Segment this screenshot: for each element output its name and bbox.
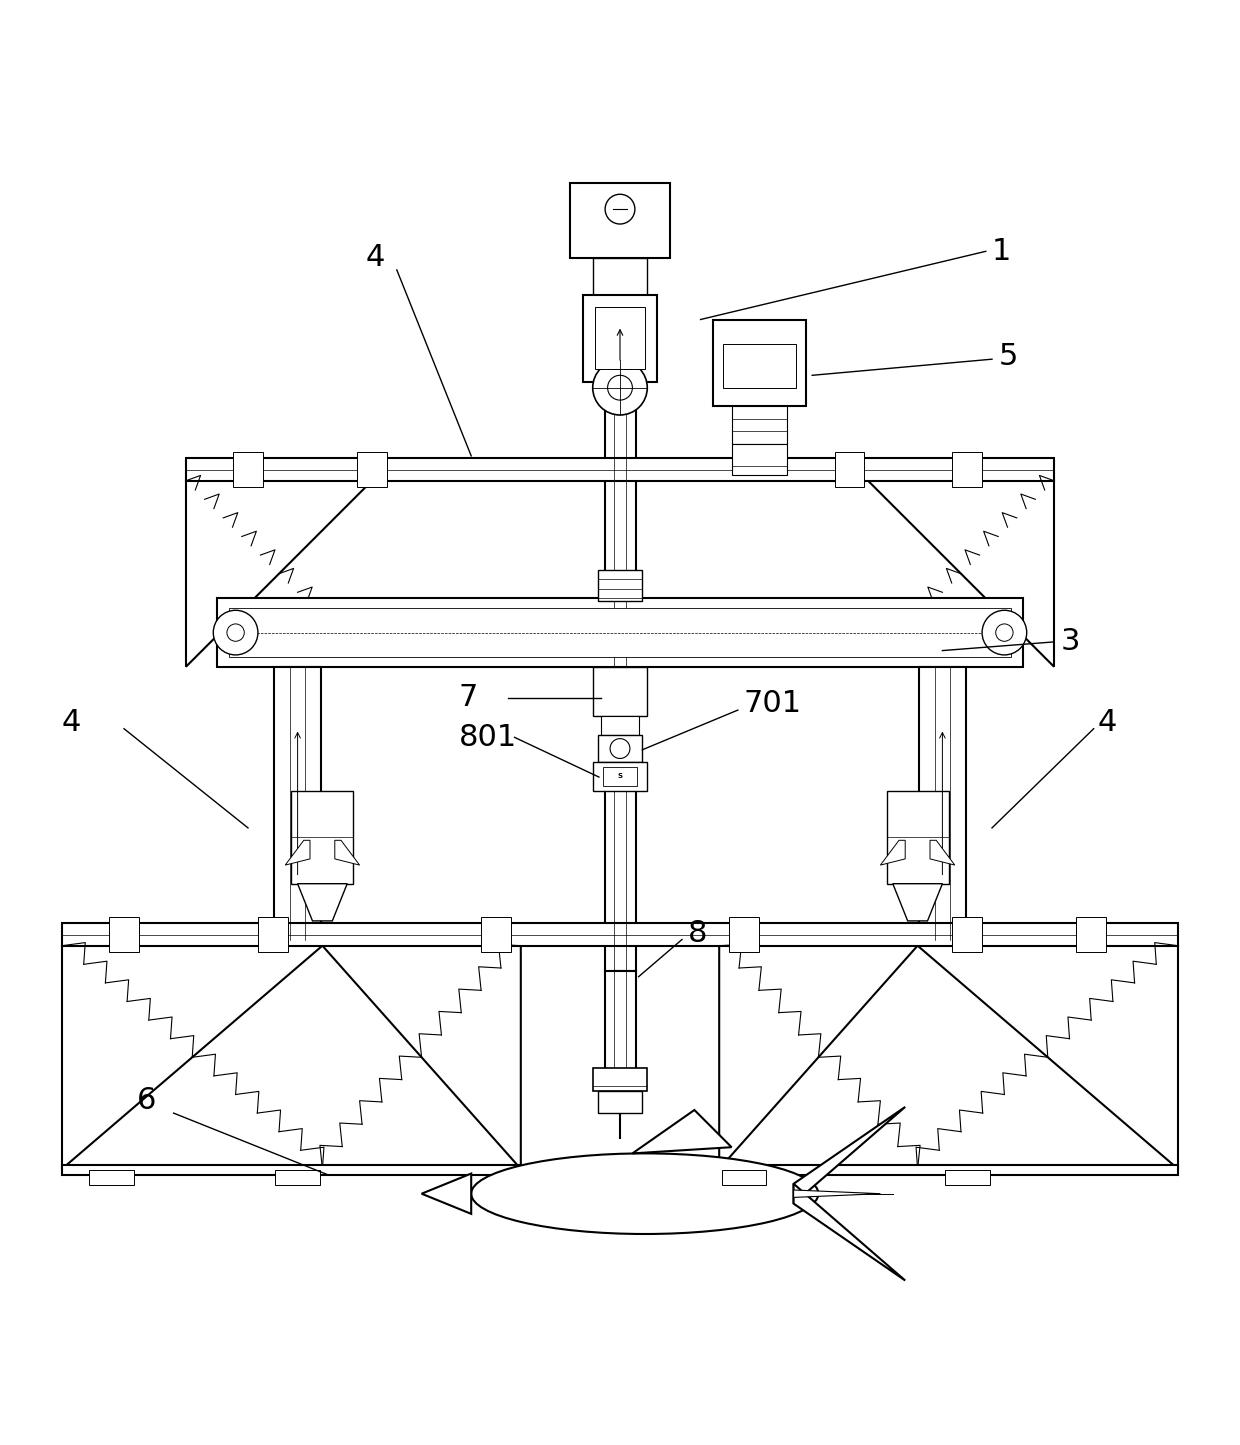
Bar xyxy=(605,202,635,971)
Polygon shape xyxy=(322,945,521,1169)
Bar xyxy=(595,308,645,368)
Bar xyxy=(919,666,966,939)
Bar xyxy=(570,184,670,257)
Bar xyxy=(258,918,288,952)
Text: S: S xyxy=(618,773,622,779)
Bar xyxy=(291,790,353,884)
Circle shape xyxy=(593,360,647,415)
Bar xyxy=(274,666,321,939)
Text: 5: 5 xyxy=(998,342,1018,371)
Polygon shape xyxy=(930,841,955,866)
Text: 801: 801 xyxy=(459,722,517,751)
Bar xyxy=(233,452,263,487)
Polygon shape xyxy=(719,945,918,1169)
Bar xyxy=(887,790,949,884)
Circle shape xyxy=(996,624,1013,642)
Bar xyxy=(952,918,982,952)
Bar xyxy=(952,452,982,487)
Text: 6: 6 xyxy=(136,1087,156,1116)
Text: 701: 701 xyxy=(744,689,802,718)
Bar xyxy=(945,1170,990,1185)
Bar xyxy=(229,608,1011,657)
Polygon shape xyxy=(62,945,322,1169)
Text: 8: 8 xyxy=(688,919,708,948)
Polygon shape xyxy=(794,1191,880,1198)
Bar xyxy=(593,666,647,717)
Text: 4: 4 xyxy=(366,243,386,272)
Circle shape xyxy=(610,738,630,759)
Bar xyxy=(217,598,1023,666)
Bar xyxy=(719,1165,1178,1175)
Bar xyxy=(593,257,647,295)
Bar xyxy=(598,736,642,762)
Polygon shape xyxy=(335,841,360,866)
Polygon shape xyxy=(918,945,1178,1169)
Text: 1: 1 xyxy=(992,237,1012,266)
Ellipse shape xyxy=(471,1153,818,1234)
Bar xyxy=(357,452,387,487)
Text: 7: 7 xyxy=(459,683,479,712)
Bar xyxy=(593,762,647,790)
Bar xyxy=(62,923,1178,945)
Circle shape xyxy=(608,376,632,400)
Circle shape xyxy=(227,624,244,642)
Bar xyxy=(1076,918,1106,952)
Bar xyxy=(275,1170,320,1185)
Polygon shape xyxy=(868,481,1054,666)
Bar xyxy=(713,319,806,406)
Polygon shape xyxy=(794,1107,905,1204)
Polygon shape xyxy=(794,1183,905,1280)
Bar xyxy=(729,918,759,952)
Bar xyxy=(598,569,642,601)
Bar xyxy=(583,295,657,381)
Bar xyxy=(605,971,635,1077)
Bar xyxy=(732,406,787,444)
Polygon shape xyxy=(186,481,372,666)
Polygon shape xyxy=(422,1173,471,1214)
Polygon shape xyxy=(285,841,310,866)
Bar xyxy=(722,1170,766,1185)
Polygon shape xyxy=(298,884,347,920)
Bar xyxy=(62,1165,521,1175)
Text: 4: 4 xyxy=(62,708,82,737)
Text: 3: 3 xyxy=(1060,627,1080,656)
Circle shape xyxy=(605,194,635,224)
Bar xyxy=(723,344,796,387)
Bar xyxy=(89,1170,134,1185)
Polygon shape xyxy=(632,1110,732,1153)
Bar xyxy=(109,918,139,952)
Bar xyxy=(835,452,864,487)
Polygon shape xyxy=(893,884,942,920)
Bar xyxy=(603,767,637,786)
Bar xyxy=(598,1091,642,1113)
Polygon shape xyxy=(880,841,905,866)
Circle shape xyxy=(982,610,1027,655)
Bar xyxy=(732,444,787,474)
Text: 4: 4 xyxy=(1097,708,1117,737)
Bar xyxy=(481,918,511,952)
Bar xyxy=(186,458,1054,481)
Bar xyxy=(601,717,639,736)
Circle shape xyxy=(213,610,258,655)
Bar xyxy=(593,1068,647,1091)
